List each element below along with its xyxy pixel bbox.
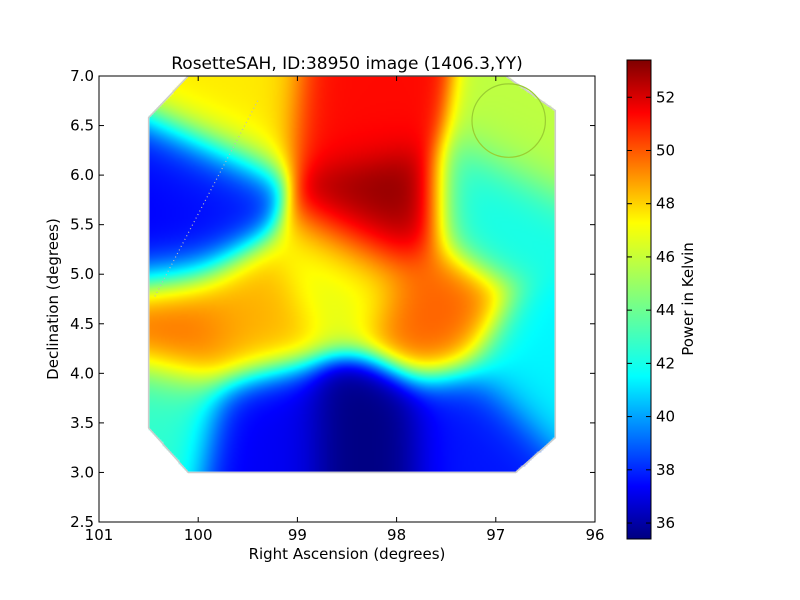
y-tick-label: 5.0 [70, 265, 94, 283]
colorbar-tick-label: 36 [656, 514, 675, 532]
y-tick-label: 6.5 [70, 117, 94, 135]
y-tick-label: 3.0 [70, 463, 94, 481]
y-tick-label: 6.0 [70, 166, 94, 184]
heatmap-image [99, 76, 595, 522]
colorbar: 36 38 40 42 44 46 48 50 52 Power in Kelvin [626, 59, 697, 540]
x-tick-label: 101 [85, 526, 114, 544]
x-axis-label: Right Ascension (degrees) [249, 545, 446, 563]
x-tick-label: 96 [585, 526, 604, 544]
colorbar-tick-label: 50 [656, 141, 675, 159]
x-tick-label: 99 [288, 526, 307, 544]
y-tick-label: 4.5 [70, 315, 94, 333]
x-tick-label: 98 [387, 526, 406, 544]
colorbar-tick-label: 42 [656, 354, 675, 372]
chart-title: RosetteSAH, ID:38950 image (1406.3,YY) [171, 54, 522, 74]
y-tick-label: 4.0 [70, 364, 94, 382]
colorbar-tick-label: 40 [656, 408, 675, 426]
colorbar-tick-label: 52 [656, 88, 675, 106]
x-tick-label: 97 [486, 526, 505, 544]
footprint-outline [147, 76, 557, 474]
y-axis-label: Declination (degrees) [44, 218, 62, 380]
colorbar-label: Power in Kelvin [679, 242, 697, 356]
colorbar-ticks: 36 38 40 42 44 46 48 50 52 [627, 88, 675, 532]
y-tick-label: 2.5 [70, 513, 94, 531]
colorbar-tick-label: 46 [656, 248, 675, 266]
y-axis-ticks: 2.5 3.0 3.5 4.0 4.5 5.0 5.5 6.0 6.5 7.0 [70, 67, 595, 531]
colorbar-tick-label: 38 [656, 461, 675, 479]
heatmap-plot-area [98, 75, 596, 523]
x-tick-label: 100 [184, 526, 213, 544]
plot-frame [98, 75, 596, 523]
heatmap-overlay [147, 76, 557, 474]
colorbar-tick-label: 44 [656, 301, 675, 319]
y-tick-label: 3.5 [70, 414, 94, 432]
beam-circle [471, 83, 547, 158]
colorbar-gradient [626, 59, 652, 540]
colorbar-tick-label: 48 [656, 195, 675, 213]
x-axis-ticks: 101 100 99 98 97 96 [85, 76, 605, 544]
y-tick-label: 5.5 [70, 216, 94, 234]
y-tick-label: 7.0 [70, 67, 94, 85]
